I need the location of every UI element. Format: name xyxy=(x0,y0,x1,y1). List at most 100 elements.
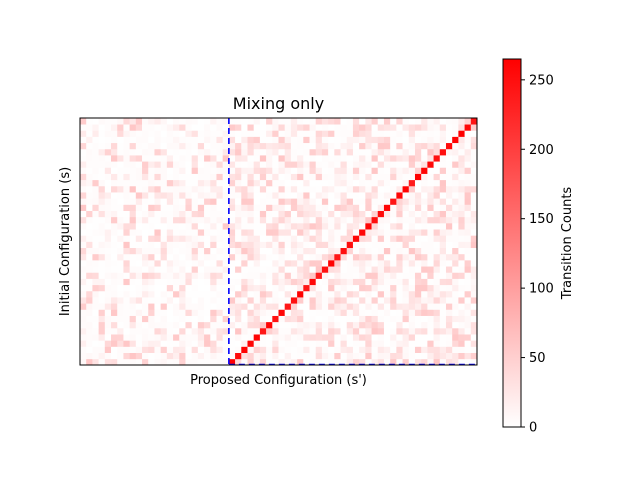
heatmap-cell xyxy=(359,161,366,168)
heatmap-cell xyxy=(352,327,360,335)
heatmap-cell xyxy=(408,142,416,150)
heatmap-cell xyxy=(241,210,248,218)
heatmap-cell xyxy=(346,278,354,286)
heatmap-cell xyxy=(80,241,87,249)
heatmap-cell xyxy=(427,290,434,298)
heatmap-cell xyxy=(179,346,186,353)
heatmap-cell xyxy=(222,290,230,298)
heatmap-cell xyxy=(210,260,217,267)
heatmap-cell xyxy=(142,204,149,211)
heatmap-cell-diagonal xyxy=(247,340,255,347)
heatmap-cell xyxy=(278,210,286,218)
heatmap-cell xyxy=(396,136,403,144)
heatmap-cell xyxy=(334,272,341,279)
heatmap-cell xyxy=(427,185,434,193)
heatmap-cell xyxy=(185,198,192,205)
heatmap-cell xyxy=(117,124,124,131)
heatmap-cell xyxy=(222,210,230,218)
heatmap-cell xyxy=(297,118,304,125)
heatmap-cell xyxy=(129,155,137,162)
heatmap-cell xyxy=(154,229,161,236)
heatmap-cell xyxy=(278,290,286,298)
heatmap-cell xyxy=(216,198,224,205)
heatmap-cell xyxy=(166,241,174,249)
heatmap-cell xyxy=(80,136,87,144)
heatmap-cell xyxy=(303,309,310,316)
heatmap-cell xyxy=(458,210,465,218)
heatmap-cell xyxy=(321,253,329,261)
heatmap-cell xyxy=(278,185,286,193)
heatmap-cell xyxy=(154,136,161,144)
heatmap-cell xyxy=(421,352,428,360)
heatmap-cell xyxy=(272,297,279,304)
heatmap-cell xyxy=(414,241,422,249)
heatmap-cell xyxy=(458,204,465,211)
heatmap-cell xyxy=(334,260,341,267)
heatmap-cell xyxy=(383,148,391,156)
heatmap-cell xyxy=(445,358,453,366)
heatmap-cell xyxy=(253,297,261,304)
heatmap-cell xyxy=(303,118,310,125)
heatmap-cell xyxy=(241,303,248,310)
heatmap-cell xyxy=(445,260,453,267)
heatmap-cell xyxy=(334,340,341,347)
heatmap-cell xyxy=(309,340,317,347)
heatmap-cell xyxy=(98,124,106,131)
heatmap-cell xyxy=(390,290,397,298)
heatmap-cell xyxy=(166,136,174,144)
heatmap-cell xyxy=(427,266,434,273)
heatmap-cell xyxy=(98,192,106,199)
heatmap-cell xyxy=(148,161,155,168)
heatmap-cell xyxy=(86,260,93,267)
heatmap-cell xyxy=(383,253,391,261)
heatmap-cell xyxy=(86,198,93,205)
heatmap-cell xyxy=(402,229,410,236)
heatmap-cell xyxy=(371,358,379,366)
heatmap-cell xyxy=(396,167,403,174)
heatmap-cell xyxy=(334,241,341,249)
heatmap-cell xyxy=(166,192,174,199)
heatmap-cell xyxy=(166,315,174,323)
heatmap-cell xyxy=(452,210,459,218)
heatmap-cell xyxy=(173,173,180,181)
heatmap-cell-diagonal xyxy=(464,124,472,131)
heatmap-cell xyxy=(352,136,360,144)
heatmap-cell xyxy=(111,136,118,144)
heatmap-cell xyxy=(278,167,286,174)
heatmap-cell xyxy=(266,124,273,131)
heatmap-cell xyxy=(80,297,87,304)
heatmap-cell xyxy=(241,284,248,292)
y-axis-label: Initial Configuration (s) xyxy=(58,167,73,316)
heatmap-cell xyxy=(303,290,310,298)
heatmap-cell xyxy=(297,346,304,353)
heatmap-cell xyxy=(129,253,137,261)
heatmap-cell xyxy=(154,198,161,205)
heatmap-cell xyxy=(148,303,155,310)
heatmap-cell xyxy=(92,266,99,273)
heatmap-cell xyxy=(452,241,459,249)
heatmap-cell xyxy=(452,327,459,335)
heatmap-cell xyxy=(191,266,199,273)
heatmap-cell xyxy=(197,148,205,156)
heatmap-cell xyxy=(334,216,341,224)
heatmap-cell xyxy=(321,124,329,131)
heatmap-cell xyxy=(408,321,416,329)
heatmap-cell xyxy=(464,118,472,125)
heatmap-cell xyxy=(216,179,224,187)
heatmap-cell xyxy=(309,167,317,174)
heatmap-cell xyxy=(340,260,348,267)
heatmap-cell xyxy=(390,321,397,329)
heatmap-cell xyxy=(445,334,453,341)
heatmap-cell xyxy=(210,204,217,211)
heatmap-cell xyxy=(359,118,366,125)
heatmap-cell xyxy=(371,352,379,360)
heatmap-cell xyxy=(191,235,199,242)
heatmap-cell xyxy=(98,235,106,242)
heatmap-cell xyxy=(179,327,186,335)
heatmap-cell xyxy=(439,346,447,353)
heatmap-cell xyxy=(98,179,106,187)
heatmap-cell xyxy=(421,198,428,205)
heatmap-cell xyxy=(439,173,447,181)
heatmap-cell xyxy=(216,124,224,131)
heatmap-cell xyxy=(241,253,248,261)
